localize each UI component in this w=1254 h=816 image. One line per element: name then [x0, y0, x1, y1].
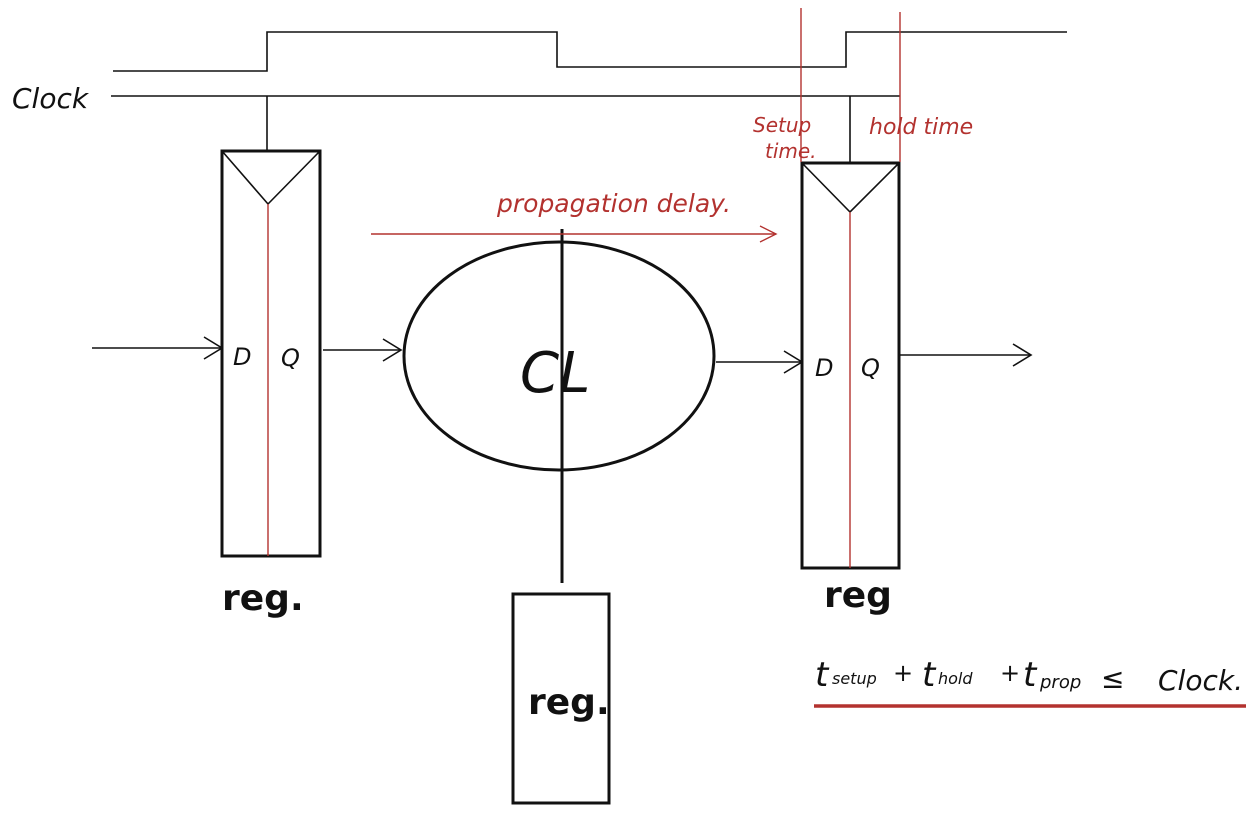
setup-time-label-line2: time.	[765, 139, 817, 163]
propagation-delay-label: propagation delay.	[496, 189, 731, 218]
hold-time-label: hold time	[869, 115, 973, 140]
register-right-label: reg	[824, 575, 892, 616]
register-left-q: Q	[281, 344, 300, 372]
equation-t-hold-subscript: hold	[938, 669, 973, 688]
left-q-to-logic-arrow	[323, 338, 403, 362]
register-left-clock-triangle	[221, 150, 321, 206]
logic-label: CL	[520, 341, 590, 406]
combinational-logic	[402, 240, 716, 472]
register-left-d: D	[233, 343, 251, 371]
clock-waveform	[111, 31, 1067, 162]
equation-leq: ≤	[1101, 662, 1124, 695]
output-arrow	[900, 343, 1033, 367]
register-right	[800, 161, 901, 570]
equation-t-setup-subscript: setup	[832, 669, 877, 688]
equation-t-hold: t	[922, 655, 937, 695]
register-right-q: Q	[861, 354, 880, 382]
input-arrow	[92, 336, 224, 360]
register-bottom-label: reg.	[528, 682, 610, 723]
equation-t-setup: t	[815, 655, 830, 695]
equation-rhs: Clock.	[1158, 664, 1243, 697]
register-right-clock-triangle	[801, 162, 900, 214]
equation-t-prop-subscript: prop	[1039, 672, 1081, 693]
clock-signal-waveform	[113, 31, 1067, 72]
equation-plus-2: +	[1000, 659, 1020, 687]
equation-plus-1: +	[893, 659, 913, 687]
equation-t-prop: t	[1023, 655, 1038, 695]
logic-to-right-d-arrow	[716, 350, 804, 374]
setup-time-label-line1: Setup	[753, 113, 811, 137]
propagation-delay-arrow	[371, 225, 778, 243]
clock-label: Clock	[12, 82, 90, 115]
register-bottom-box	[511, 592, 611, 805]
register-right-d: D	[815, 354, 833, 382]
register-left	[220, 149, 322, 558]
timing-equation: t setup + t hold + t prop ≤ Clock.	[815, 655, 1243, 697]
register-left-box	[220, 149, 322, 558]
register-left-label: reg.	[222, 578, 304, 619]
